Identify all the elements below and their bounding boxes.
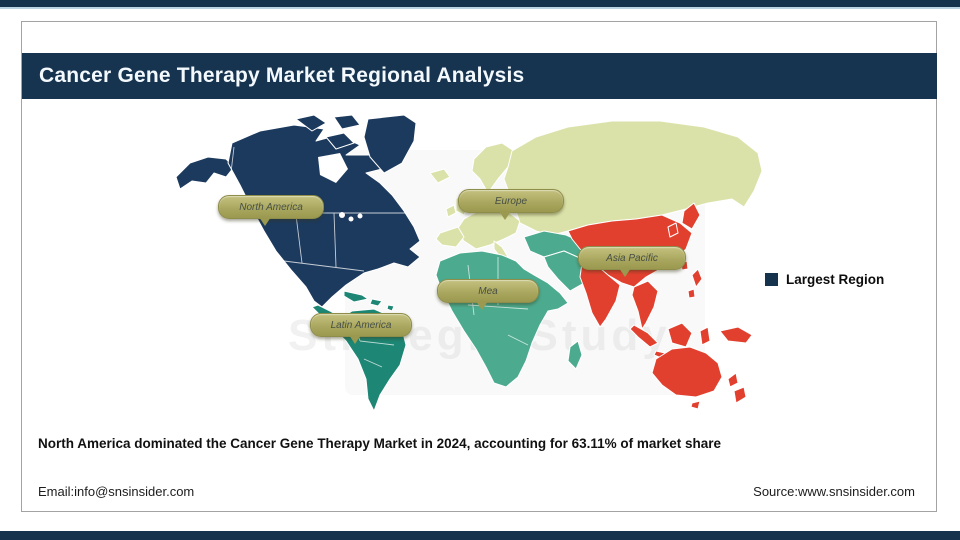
legend-swatch-icon (765, 273, 778, 286)
header-bar: Cancer Gene Therapy Market Regional Anal… (22, 53, 937, 99)
region-north-america (175, 115, 421, 308)
water-cutouts (318, 153, 363, 222)
region-mea (435, 230, 595, 388)
map-label-text: Asia Pacific (606, 252, 658, 264)
legend-label: Largest Region (786, 272, 885, 287)
key-finding-statement: North America dominated the Cancer Gene … (38, 436, 721, 451)
map-label-text: North America (239, 201, 303, 213)
map-label-latin-america: Latin America (310, 313, 412, 344)
map-label-mea: Mea (437, 279, 539, 310)
map-label-north-america: North America (218, 195, 324, 226)
map-label-europe: Europe (458, 189, 564, 220)
page-title: Cancer Gene Therapy Market Regional Anal… (39, 64, 525, 87)
region-asia-pacific (567, 202, 753, 410)
footer-source: Source:www.snsinsider.com (753, 484, 915, 499)
top-accent-bar (0, 0, 960, 9)
map-label-asia-pacific: Asia Pacific (578, 246, 686, 277)
bottom-accent-bar (0, 531, 960, 540)
map-area: Strategic Study (168, 115, 768, 415)
map-label-text: Latin America (330, 319, 392, 331)
footer-email: Email:info@snsinsider.com (38, 484, 195, 499)
legend: Largest Region (765, 272, 884, 287)
map-label-text: Europe (494, 195, 528, 207)
map-label-text: Mea (478, 285, 498, 297)
region-latin-america (311, 290, 407, 412)
